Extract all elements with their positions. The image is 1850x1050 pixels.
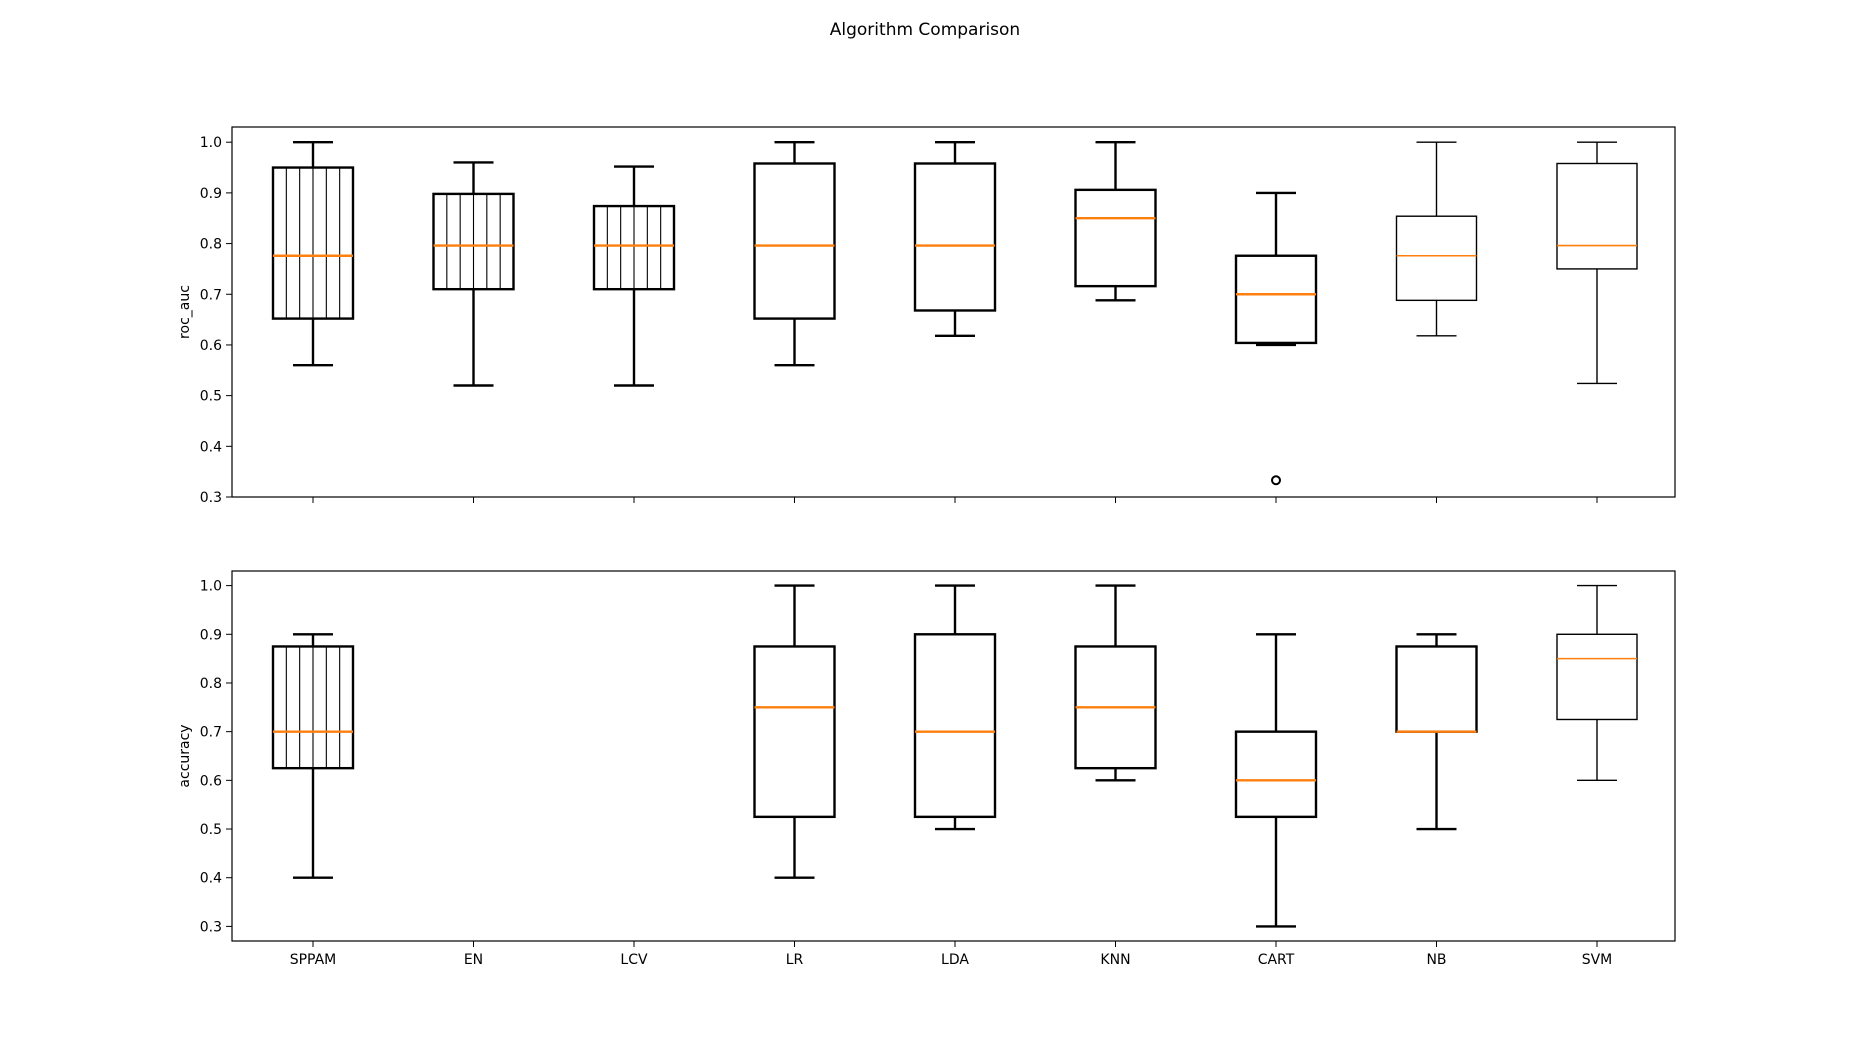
x-tick-label: SPPAM — [290, 952, 337, 968]
y-tick-label: 1.0 — [200, 579, 222, 595]
y-tick-label: 0.9 — [200, 627, 222, 643]
x-tick-label: EN — [464, 952, 483, 968]
y-tick-label: 0.8 — [200, 676, 222, 692]
x-tick-label: KNN — [1100, 952, 1130, 968]
y-axis-label: roc_auc — [177, 285, 193, 339]
y-tick-label: 0.9 — [200, 186, 222, 202]
box-knn — [1074, 584, 1157, 782]
roc-auc-boxplot-panel: 0.3 0.4 0.5 0.6 0.7 0.8 0.9 1.0 roc_auc — [177, 126, 1676, 506]
box-sppam — [271, 141, 355, 367]
box-body — [1074, 188, 1157, 288]
y-tick-label: 0.5 — [200, 822, 222, 838]
y-tick-label: 0.7 — [200, 725, 222, 741]
plot-frame — [231, 570, 1676, 942]
box-nb — [1395, 633, 1478, 831]
box-sppam — [271, 633, 355, 879]
x-tick-label: LCV — [620, 952, 648, 968]
y-tick-label: 0.3 — [200, 919, 222, 935]
box-svm — [1556, 584, 1638, 782]
y-tick-label: 0.4 — [200, 439, 222, 455]
y-tick-label: 0.5 — [200, 389, 222, 405]
box-lr — [753, 584, 836, 879]
y-tick-label: 1.0 — [200, 135, 222, 151]
y-tick-label: 0.3 — [200, 490, 222, 506]
y-tick-label: 0.8 — [200, 237, 222, 253]
plot-frame — [231, 126, 1676, 498]
y-tick-label: 0.6 — [200, 338, 222, 354]
y-tick-label: 0.4 — [200, 871, 222, 887]
box-body — [1556, 162, 1638, 270]
box-lda — [913, 141, 997, 338]
box-body — [1234, 254, 1318, 345]
x-tick-label: CART — [1258, 952, 1295, 968]
outlier-point — [1271, 475, 1281, 486]
accuracy-boxplot-panel: 0.3 0.4 0.5 0.6 0.7 0.8 0.9 1.0 accuracy SPPAM EN L… — [177, 570, 1676, 968]
y-axis-label: accuracy — [177, 724, 193, 787]
figure-title: Algorithm Comparison — [830, 20, 1020, 40]
box-lcv — [592, 165, 676, 387]
box-body — [753, 645, 836, 819]
box-en — [432, 161, 515, 387]
box-svm — [1556, 141, 1638, 385]
x-tick-label: SVM — [1582, 952, 1613, 968]
box-cart — [1234, 633, 1318, 928]
x-tick-label: NB — [1426, 952, 1446, 968]
box-body — [1395, 215, 1478, 302]
box-cart — [1234, 191, 1318, 486]
box-lr — [753, 141, 836, 367]
box-body — [1234, 730, 1318, 819]
box-body — [913, 162, 997, 312]
box-body — [753, 162, 836, 320]
box-knn — [1074, 141, 1157, 302]
y-tick-label: 0.7 — [200, 287, 222, 303]
box-body — [1395, 645, 1478, 733]
x-tick-label: LDA — [941, 952, 969, 968]
x-tick-label: LR — [786, 952, 804, 968]
box-nb — [1395, 141, 1478, 337]
box-body — [1556, 633, 1638, 721]
box-body — [913, 633, 997, 819]
box-lda — [913, 584, 997, 831]
y-tick-label: 0.6 — [200, 773, 222, 789]
